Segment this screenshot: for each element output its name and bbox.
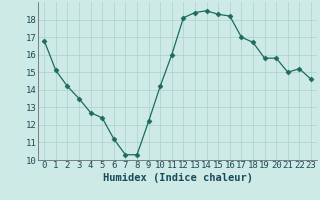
X-axis label: Humidex (Indice chaleur): Humidex (Indice chaleur) [103,173,252,183]
